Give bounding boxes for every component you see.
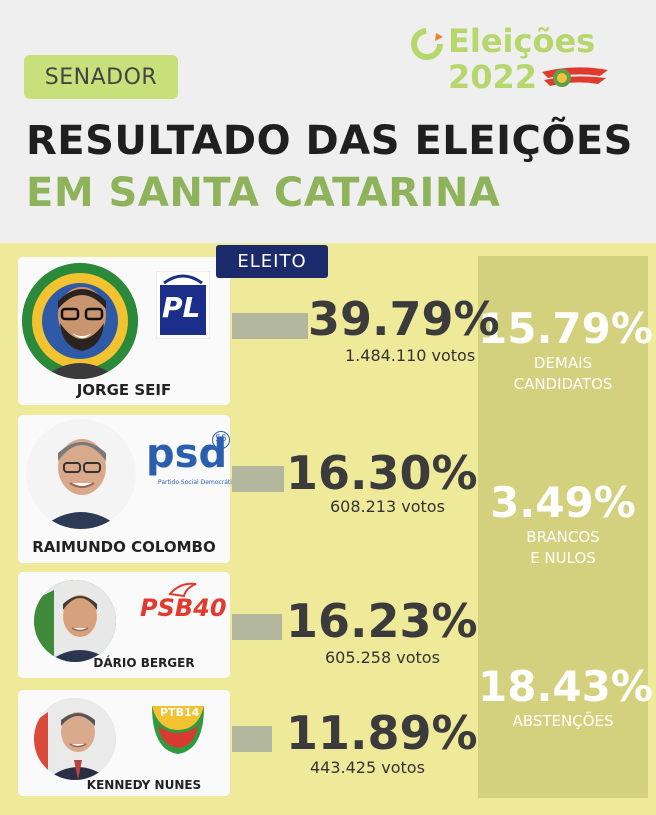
portrait-icon <box>34 698 116 780</box>
ptb-party-logo <box>152 706 204 754</box>
stat-abstencoes: 18.43% ABSTENÇÕES <box>478 662 653 732</box>
candidate-percent: 16.23% <box>286 594 478 648</box>
stat-label: ABSTENÇÕES <box>512 712 614 730</box>
party-label: PL <box>162 291 201 324</box>
candidate-votes: 443.425 votos <box>310 758 425 777</box>
page-title: RESULTADO DAS ELEIÇÕES <box>26 118 633 164</box>
candidate-photo <box>34 698 116 780</box>
candidate-votes: 605.258 votos <box>325 648 440 667</box>
candidate-name: DÁRIO BERGER <box>93 656 195 670</box>
portrait-icon <box>22 263 138 379</box>
stat-label: DEMAIS CANDIDATOS <box>513 354 613 393</box>
sc-flag-icon <box>542 67 608 87</box>
pl-party-logo <box>156 271 210 339</box>
candidate-votes: 1.484.110 votos <box>345 346 476 365</box>
candidate-card-raimundo-colombo: psd 55 Partido Social Democrático RAIMUN… <box>18 415 239 563</box>
candidate-votes: 608.213 votos <box>330 497 445 516</box>
party-label: PTB14 <box>160 706 200 719</box>
party-number: 55 <box>212 431 230 449</box>
position-badge: SENADOR <box>24 55 178 99</box>
candidate-photo <box>26 419 136 529</box>
candidate-card-jorge-seif: PL JORGE SEIF <box>18 257 230 405</box>
portrait-icon <box>26 419 136 529</box>
candidate-name: RAIMUNDO COLOMBO <box>32 538 216 556</box>
party-label: PSB40 <box>140 594 227 622</box>
party-subtitle: Partido Social Democrático <box>158 479 239 486</box>
candidate-percent: 16.30% <box>286 446 478 500</box>
stats-panel: 15.79% DEMAIS CANDIDATOS 3.49% BRANCOS E… <box>478 256 653 798</box>
header <box>0 0 656 243</box>
stat-value: 3.49% <box>490 478 636 527</box>
candidate-photo <box>34 580 116 662</box>
candidate-photo <box>22 263 138 379</box>
elected-badge: ELEITO <box>216 245 328 278</box>
dove-icon <box>168 582 197 598</box>
stat-value: 18.43% <box>478 662 653 711</box>
page-subtitle: EM SANTA CATARINA <box>26 170 501 216</box>
candidate-percent: 39.79% <box>308 292 500 346</box>
stat-label: BRANCOS E NULOS <box>526 528 600 567</box>
candidate-percent: 11.89% <box>286 706 478 760</box>
result-bar <box>232 726 272 752</box>
stat-value: 15.79% <box>478 304 653 353</box>
result-bar <box>232 614 282 640</box>
candidate-name: KENNEDY NUNES <box>86 778 202 792</box>
candidate-card-dario-berger: PSB40 DÁRIO BERGER <box>18 572 230 678</box>
candidate-card-kennedy-nunes: PTB14 KENNEDY NUNES <box>18 690 230 796</box>
candidate-name: JORGE SEIF <box>76 381 172 399</box>
portrait-icon <box>34 580 116 662</box>
logo-text-line2: 2022 <box>448 58 538 96</box>
stat-demais: 15.79% DEMAIS CANDIDATOS <box>478 304 653 395</box>
stat-brancos-nulos: 3.49% BRANCOS E NULOS <box>478 478 648 569</box>
logo-text-line1: Eleições <box>448 22 596 60</box>
result-bar <box>232 466 284 492</box>
result-bar <box>232 313 308 339</box>
eleicoes-logo: Eleições 2022 <box>410 22 620 102</box>
swirl-icon <box>411 28 443 60</box>
